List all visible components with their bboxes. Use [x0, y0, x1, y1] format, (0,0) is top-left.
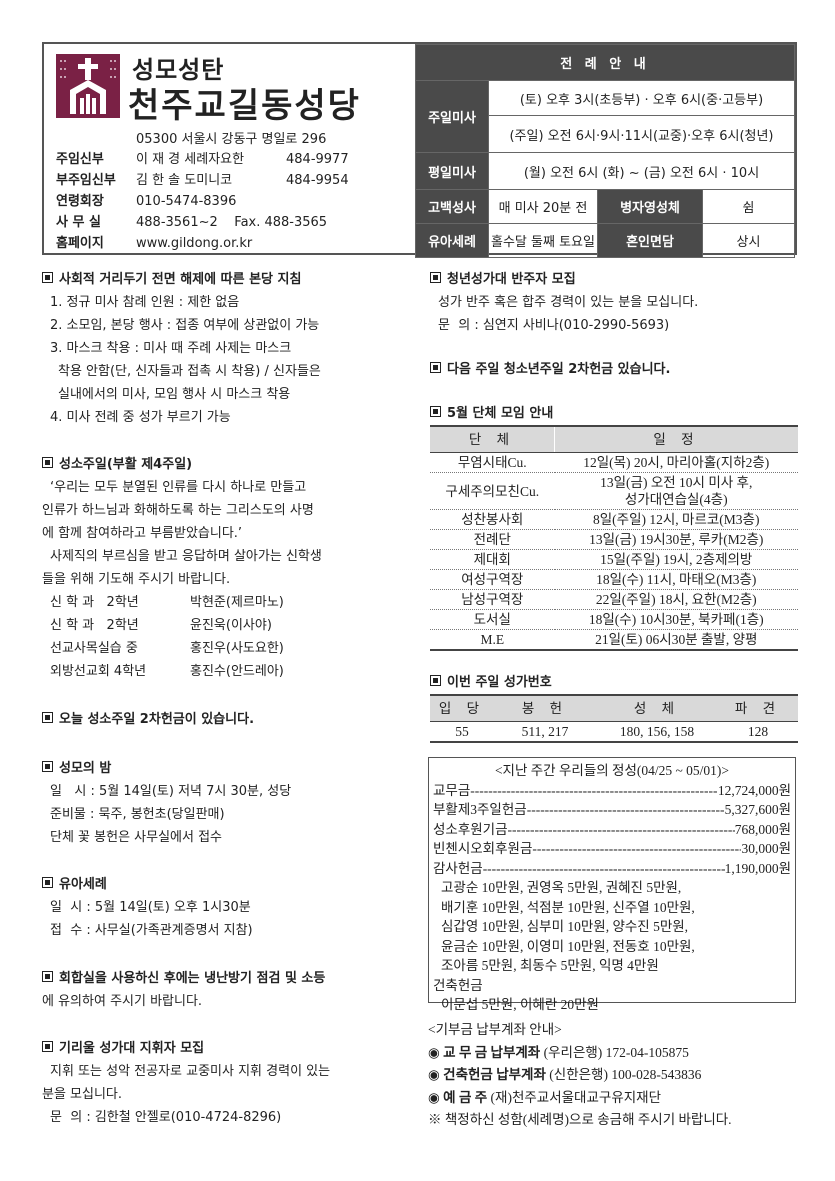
group-name: 여성구역장: [430, 569, 555, 590]
group-schedule: 22일(주일) 18시, 요한(M2층): [554, 589, 798, 610]
bullet-circle-icon: ◉: [428, 1044, 444, 1060]
offering-item: 감사헌금1,190,000원: [433, 859, 791, 879]
parish-name: 천주교길동성당: [128, 86, 361, 126]
group-row: 구세주의모친Cu. 13일(금) 오전 10시 미사 후, 성가대연습실(4층): [430, 472, 798, 510]
thanks-line: 심갑영 10만원, 심부미 10만원, 양수진 5만원,: [441, 919, 689, 934]
notice-distancing: 사회적 거리두기 전면 해제에 따른 본당 지침 1. 정규 미사 참례 인원 …: [42, 268, 321, 429]
group-name: 남성구역장: [430, 589, 555, 610]
group-row: 제대회 15일(주일) 19시, 2층제의방: [430, 549, 798, 570]
group-schedule: 18일(수) 11시, 마태오(M3층): [554, 569, 798, 590]
thanks-line: 배기훈 10만원, 석점분 10만원, 신주열 10만원,: [441, 899, 695, 915]
notice-youth-sunday: 다음 주일 청소년주일 2차헌금 있습니다.: [430, 358, 670, 381]
notice-marian-night: 성모의 밤 일 시 : 5월 14일(토) 저녁 7시 30분, 성당 준비물 …: [42, 757, 291, 849]
logo-text: 성모성탄: [132, 56, 225, 84]
group-row: 남성구역장 22일(주일) 18시, 요한(M2층): [430, 589, 798, 610]
square-bullet-icon: [42, 272, 53, 283]
notice-second-collection: 오늘 성소주일 2차헌금이 있습니다.: [42, 708, 254, 731]
liturgy-title: 전 례 안 내: [415, 44, 795, 81]
offering-item: 빈첸시오회후원금30,000원: [433, 839, 791, 859]
group-row: M.E 21일(토) 06시30분 출발, 양평: [430, 629, 798, 651]
address: 05300 서울시 강동구 명일로 296: [136, 132, 327, 147]
homepage-row: 홈페이지 www.gildong.or.kr: [56, 236, 253, 251]
group-name: 무염시태Cu.: [430, 452, 555, 473]
group-name: M.E: [430, 629, 555, 651]
square-bullet-icon: [42, 761, 53, 772]
building-fund-label: 건축헌금: [433, 977, 483, 993]
square-bullet-icon: [42, 971, 53, 982]
notice-youth-choir: 청년성가대 반주자 모집 성가 반주 혹은 합주 경력이 있는 분을 모십니다.…: [430, 268, 698, 337]
notice-meeting-room: 회합실을 사용하신 후에는 냉난방기 점검 및 소등 에 유의하여 주시기 바랍…: [42, 971, 326, 1009]
group-row: 여성구역장 18일(수) 11시, 마태오(M3층): [430, 569, 798, 590]
group-schedule: 8일(주일) 12시, 마르코(M3층): [554, 509, 798, 530]
group-row: 무염시태Cu. 12일(목) 20시, 마리아홀(지하2층): [430, 452, 798, 473]
thanks-line: 윤금순 10만원, 이영미 10만원, 전동호 10만원,: [441, 938, 695, 954]
offering-item: 교무금12,724,000원: [433, 781, 791, 801]
group-row: 성찬봉사회 8일(주일) 12시, 마르코(M3층): [430, 509, 798, 530]
square-bullet-icon: [430, 675, 441, 686]
group-row: 도서실 18일(수) 10시30분, 북카페(1층): [430, 609, 798, 630]
thanks-line: 조아름 5만원, 최동수 5만원, 익명 4만원: [441, 958, 659, 973]
church-logo: [56, 54, 120, 118]
notice-vocation-sunday: 성소주일(부활 제4주일) ‘우리는 모두 분열된 인류를 다시 하나로 만들고…: [42, 457, 322, 679]
notice-choir-conductor: 기리울 성가대 지휘자 모집 지휘 또는 성악 전공자로 교중미사 지휘 경력이…: [42, 1041, 331, 1125]
header-box: 성모성탄 천주교길동성당 05300 서울시 강동구 명일로 296 주임신부 이…: [42, 42, 797, 258]
square-bullet-icon: [42, 457, 53, 468]
thanks-line: 고광순 10만원, 권영옥 5만원, 권혜진 5만원,: [441, 880, 682, 895]
offerings-box: <지난 주간 우리들의 정성(04/25 ~ 05/01)> 교무금12,724…: [428, 757, 796, 1012]
homepage-link[interactable]: www.gildong.or.kr: [136, 236, 253, 251]
group-schedule: 12일(목) 20시, 마리아홀(지하2층): [554, 452, 798, 473]
notice-infant-baptism: 유아세례 일 시 : 5월 14일(토) 오후 1시30분 접 수 : 사무실(…: [42, 873, 253, 942]
group-name: 성찬봉사회: [430, 509, 555, 530]
square-bullet-icon: [42, 712, 53, 723]
group-name: 구세주의모친Cu.: [430, 472, 555, 510]
square-bullet-icon: [42, 1041, 53, 1052]
liturgy-table: 전 례 안 내 주일미사 (토) 오후 3시(초등부) · 오후 6시(중·고등부…: [415, 44, 795, 258]
bullet-circle-icon: ◉: [428, 1067, 444, 1082]
group-schedule: 15일(주일) 19시, 2층제의방: [554, 549, 798, 570]
group-schedule: 13일(금) 오전 10시 미사 후, 성가대연습실(4층): [554, 472, 798, 510]
group-name: 도서실: [430, 609, 555, 630]
group-schedule: 13일(금) 19시30분, 루카(M2층): [554, 529, 798, 550]
contact-row: 부주임신부 김 한 솔 도미니코 484-9954: [56, 173, 349, 188]
group-schedule: 21일(토) 06시30분 출발, 양평: [554, 629, 798, 651]
parish-info: 성모성탄 천주교길동성당 05300 서울시 강동구 명일로 296 주임신부 이…: [44, 44, 414, 253]
donation-accounts: <기부금 납부계좌 안내> ◉ 교 무 금 납부계좌 (우리은행) 172-04…: [428, 1022, 732, 1127]
bullet-circle-icon: ◉: [428, 1089, 444, 1105]
building-fund-line: 이문섭 5만원, 이혜란 20만원: [441, 997, 599, 1012]
group-name: 전례단: [430, 529, 555, 550]
square-bullet-icon: [430, 362, 441, 373]
group-row: 전례단 13일(금) 19시30분, 루카(M2층): [430, 529, 798, 550]
offering-item: 성소후원기금768,000원: [433, 820, 791, 840]
group-name: 제대회: [430, 549, 555, 570]
square-bullet-icon: [430, 272, 441, 283]
square-bullet-icon: [430, 406, 441, 417]
contact-row: 사 무 실 488-3561~2 Fax. 488-3565: [56, 215, 328, 230]
group-schedule: 18일(수) 10시30분, 북카페(1층): [554, 609, 798, 630]
square-bullet-icon: [42, 877, 53, 888]
contact-row: 연령회장 010-5474-8396: [56, 194, 237, 209]
offering-item: 부활제3주일헌금5,327,600원: [433, 800, 791, 820]
contact-row: 주임신부 이 재 경 세례자요한 484-9977: [56, 152, 349, 167]
